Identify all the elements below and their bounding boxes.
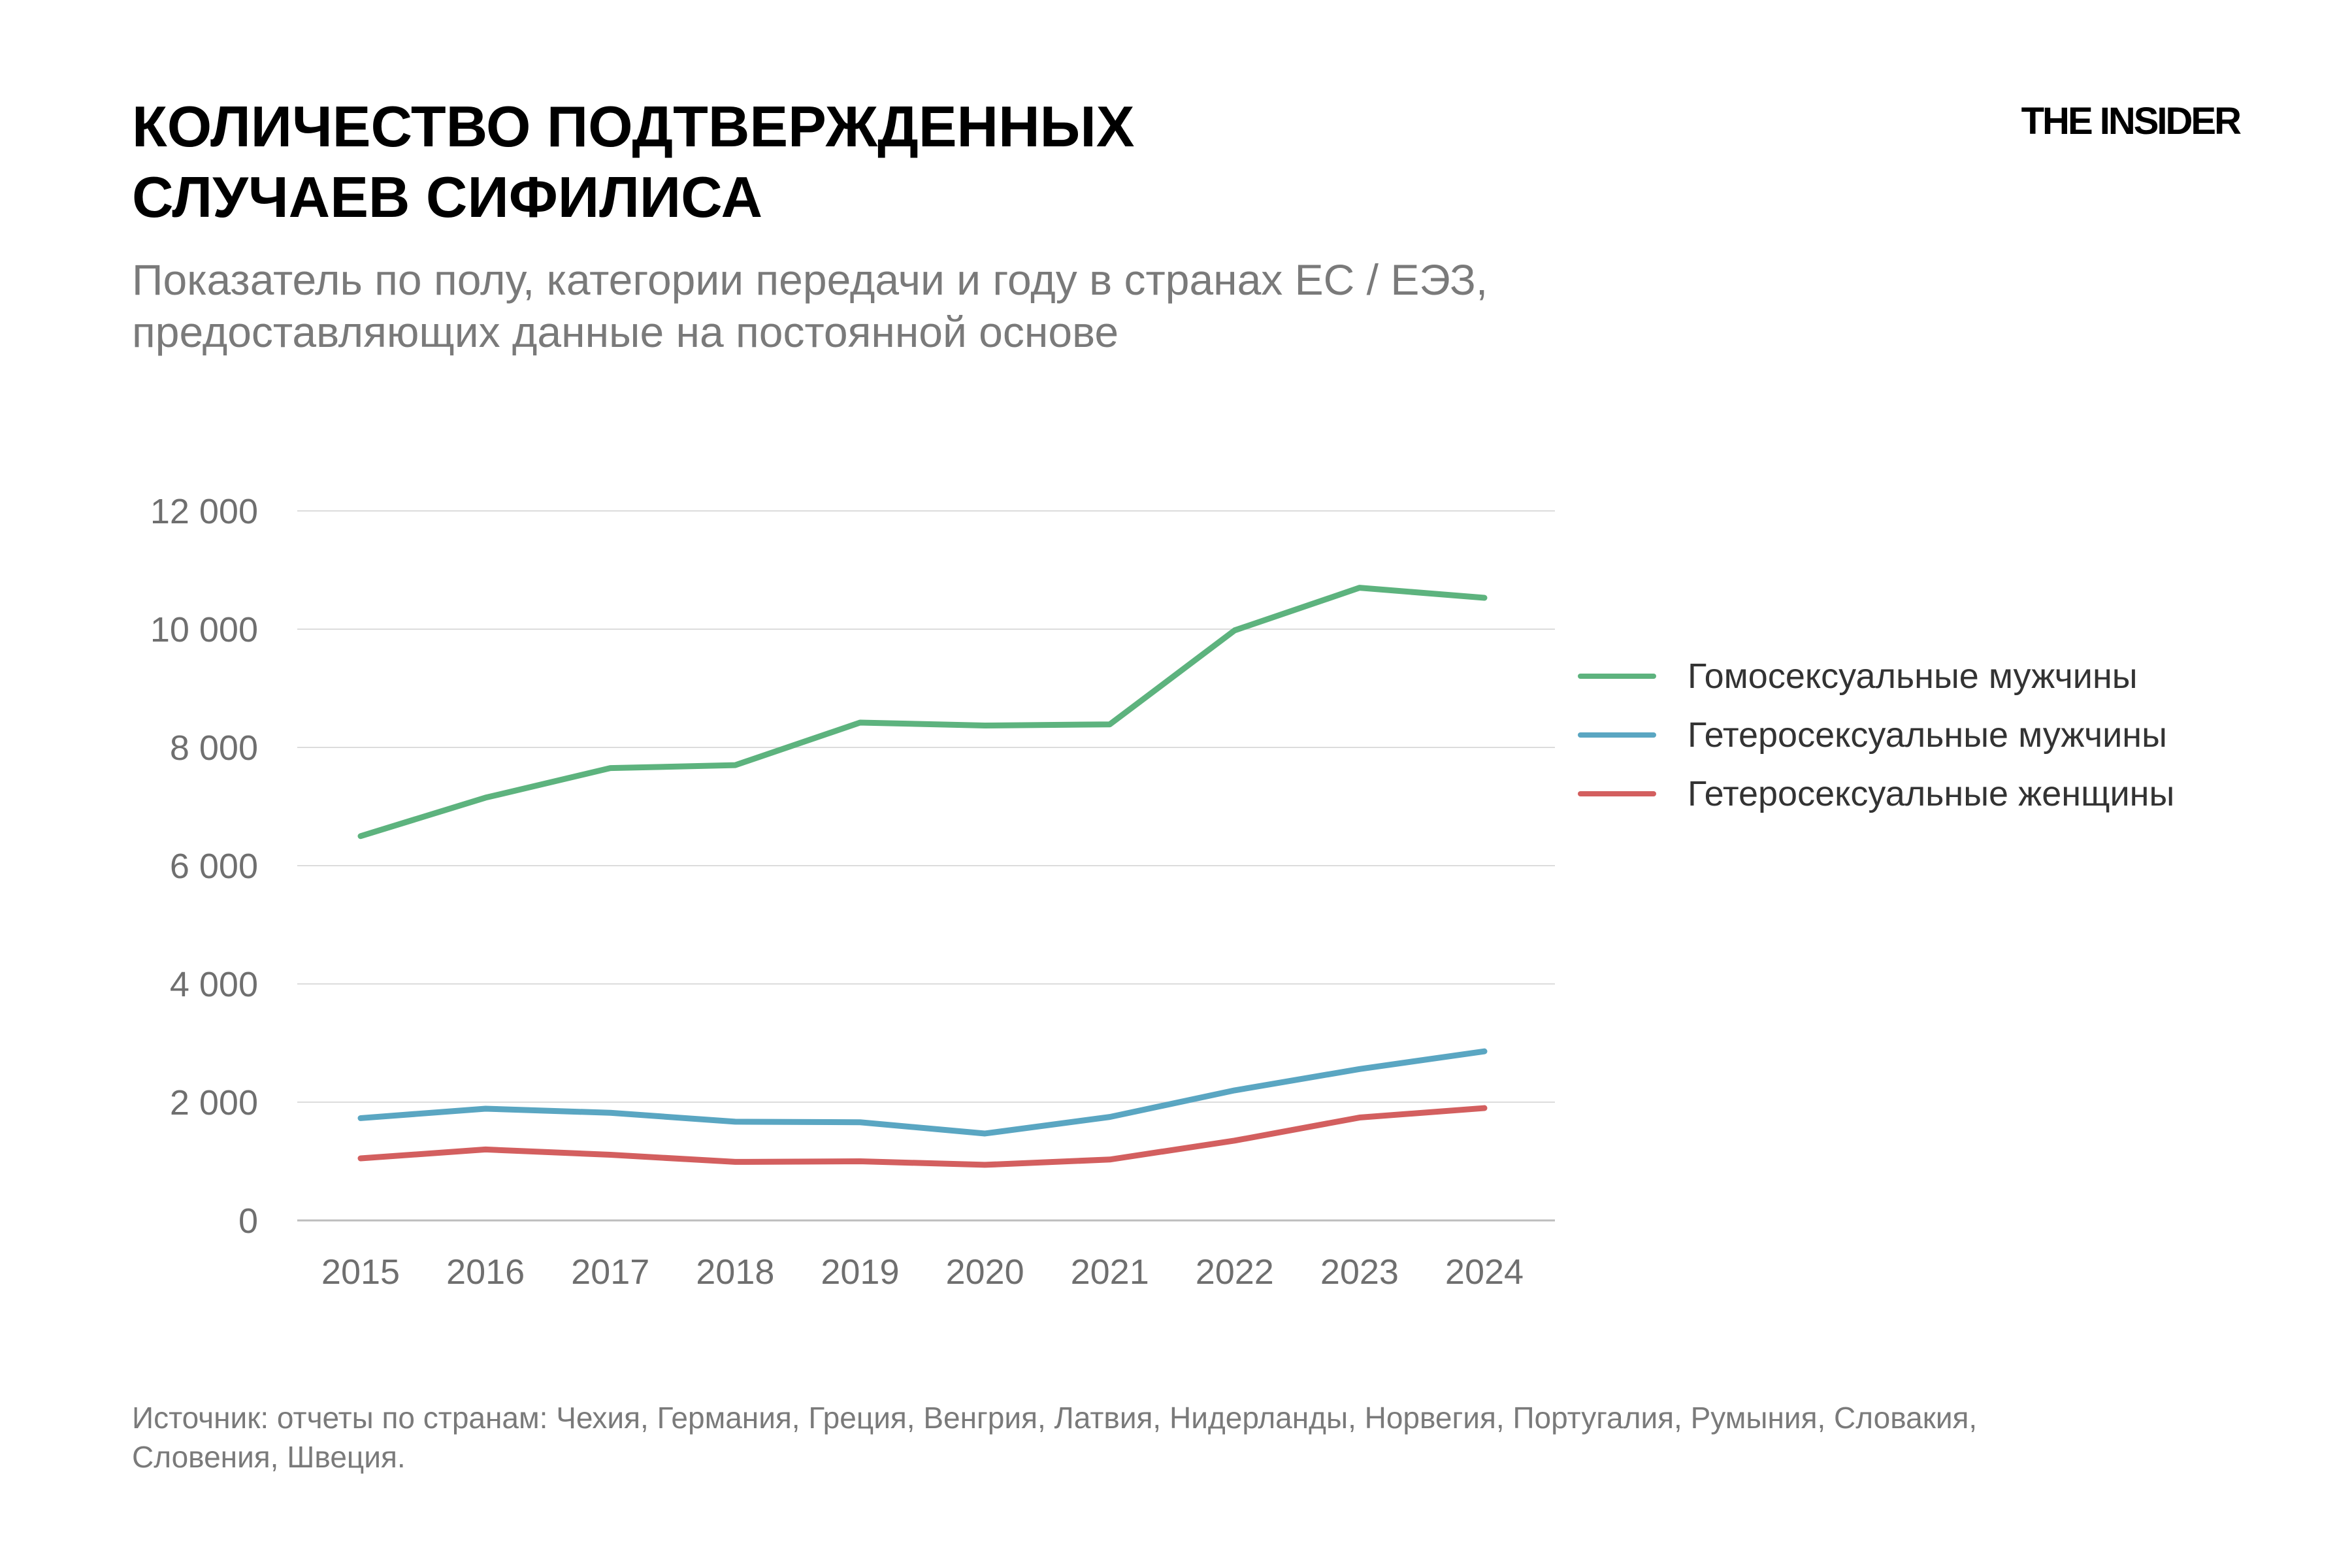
x-tick-label: 2020 (945, 1252, 1024, 1292)
legend-swatch (1578, 674, 1656, 679)
legend-item-2: Гетеросексуальные мужчины (1578, 706, 2174, 764)
y-tick-label: 0 (238, 1201, 258, 1241)
y-tick-label: 8 000 (170, 728, 258, 768)
grid-lines (297, 510, 1555, 1222)
x-tick-label: 2024 (1445, 1252, 1524, 1292)
source-note: Источник: отчеты по странам: Чехия, Герм… (132, 1398, 2223, 1477)
x-tick-label: 2023 (1320, 1252, 1399, 1292)
chart-title-line-1: КОЛИЧЕСТВО ПОДТВЕРЖДЕННЫХ (132, 94, 1135, 159)
legend-label: Гомосексуальные мужчины (1688, 657, 2138, 696)
x-tick-label: 2017 (571, 1252, 649, 1292)
series-line-1 (357, 585, 1488, 840)
legend-swatch (1578, 791, 1656, 796)
chart-subtitle: Показатель по полу, категории передачи и… (132, 253, 2027, 358)
legend-item-3: Гетеросексуальные женщины (1578, 764, 2174, 823)
chart-legend: Гомосексуальные мужчины Гетеросексуальные… (1578, 647, 2174, 823)
series-line-3 (357, 1105, 1488, 1168)
x-tick-label: 2021 (1071, 1252, 1149, 1292)
x-axis-ticks: 2015 2016 2017 2018 2019 2020 2021 2022 2023 2024 (321, 1252, 1524, 1292)
chart-title-line-2: СЛУЧАЕВ СИФИЛИСА (132, 165, 762, 229)
y-axis-ticks: 0 2 000 4 000 6 000 8 000 10 000 12 000 (150, 492, 258, 1241)
x-tick-label: 2022 (1196, 1252, 1274, 1292)
legend-swatch (1578, 732, 1656, 738)
chart-title: КОЛИЧЕСТВО ПОДТВЕРЖДЕННЫХ СЛУЧАЕВ СИФИЛИ… (132, 91, 1700, 233)
source-note-line-1: Источник: отчеты по странам: Чехия, Герм… (132, 1401, 1978, 1435)
series-lines (357, 585, 1488, 1168)
brand-logo: THE INSIDER (2021, 100, 2242, 142)
y-tick-label: 2 000 (170, 1083, 258, 1122)
legend-item-1: Гомосексуальные мужчины (1578, 647, 2174, 706)
y-tick-label: 6 000 (170, 847, 258, 886)
x-tick-label: 2018 (696, 1252, 774, 1292)
x-tick-label: 2019 (821, 1252, 899, 1292)
series-line-2 (357, 1048, 1488, 1137)
legend-label: Гетеросексуальные мужчины (1688, 715, 2167, 755)
y-tick-label: 12 000 (150, 492, 258, 531)
y-tick-label: 10 000 (150, 610, 258, 649)
legend-label: Гетеросексуальные женщины (1688, 774, 2175, 813)
chart-subtitle-line-2: предоставляющих данные на постоянной осн… (132, 308, 1119, 356)
source-note-line-2: Словения, Швеция. (132, 1440, 406, 1474)
chart-subtitle-line-1: Показатель по полу, категории передачи и… (132, 255, 1488, 304)
x-tick-label: 2015 (321, 1252, 400, 1292)
y-tick-label: 4 000 (170, 965, 258, 1004)
x-tick-label: 2016 (446, 1252, 525, 1292)
